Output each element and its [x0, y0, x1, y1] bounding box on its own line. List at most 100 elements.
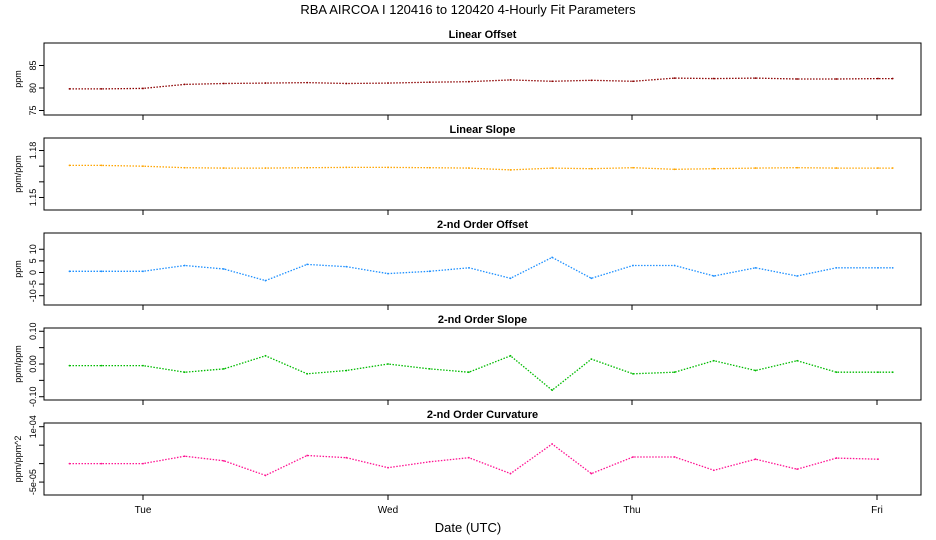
y-axis-label: ppm/ppm: [13, 155, 23, 193]
figure-title: RBA AIRCOA I 120416 to 120420 4-Hourly F…: [300, 2, 636, 17]
data-point: [509, 472, 512, 475]
data-point: [712, 275, 715, 277]
data-point: [183, 371, 186, 374]
panel-frame: [43, 232, 922, 306]
data-point: [673, 456, 676, 458]
y-tick-label: -10: [28, 289, 38, 302]
y-tick-label: 80: [28, 83, 38, 93]
data-point: [754, 369, 757, 372]
y-axis-label: ppm/ppm^2: [13, 436, 23, 483]
data-point: [835, 457, 838, 459]
data-point: [345, 369, 348, 372]
data-point: [68, 270, 71, 273]
data-point: [467, 80, 470, 83]
data-point: [835, 78, 838, 80]
panel-1: Linear Offset 75 80 85 ppm: [13, 29, 922, 120]
series-line: [69, 256, 893, 282]
data-point: [796, 468, 799, 471]
data-point: [345, 166, 348, 169]
data-point: [877, 371, 879, 374]
y-tick-label: -0.10: [28, 386, 38, 407]
data-point: [590, 472, 593, 475]
data-point: [590, 167, 593, 170]
data-point: [551, 256, 554, 259]
data-point: [222, 459, 225, 462]
data-point: [222, 268, 225, 270]
data-point: [673, 77, 676, 79]
data-point: [306, 372, 309, 375]
y-tick-label: 75: [28, 105, 38, 115]
panel-2: Linear Slope 1.15 1.18 ppm/ppm: [13, 124, 922, 215]
data-point: [509, 277, 512, 280]
data-point: [345, 456, 348, 459]
data-point: [712, 167, 715, 170]
y-axis-label: ppm: [13, 70, 23, 88]
data-point: [673, 371, 676, 374]
data-point: [428, 460, 431, 463]
data-point: [142, 87, 144, 90]
x-axis-label: Date (UTC): [435, 520, 501, 535]
data-point: [835, 167, 838, 169]
data-point: [222, 368, 225, 370]
data-point: [142, 270, 144, 273]
data-point: [306, 166, 309, 169]
y-axis-label: ppm/ppm: [13, 345, 23, 383]
data-point: [877, 458, 879, 461]
y-tick-label: 0.00: [28, 355, 38, 373]
panel-frame: [43, 422, 922, 496]
data-point: [551, 389, 554, 392]
panel-title: 2-nd Order Offset: [437, 219, 528, 231]
data-point: [428, 166, 431, 169]
shared-x-axis: Tue Wed Thu Fri: [135, 505, 883, 516]
data-point: [754, 167, 757, 169]
panel-3: 2-nd Order Offset -10-5 0 5 10 ppm: [13, 219, 922, 310]
panel-frame: [43, 327, 922, 401]
x-tick-label: Tue: [135, 505, 152, 516]
data-point: [345, 82, 348, 85]
data-point: [222, 167, 225, 169]
data-point: [551, 167, 554, 169]
y-axis-label: ppm: [13, 260, 23, 278]
data-point: [183, 83, 186, 86]
x-tick-label: Thu: [623, 505, 640, 516]
data-point: [551, 80, 554, 83]
data-point: [590, 79, 593, 82]
data-point: [796, 78, 799, 80]
panel-frame: [43, 137, 922, 211]
data-point: [142, 165, 144, 168]
data-point: [796, 275, 799, 277]
data-point: [183, 455, 186, 458]
data-point: [142, 462, 144, 465]
data-point: [632, 166, 634, 169]
y-tick-label: 10: [28, 244, 38, 254]
panel-title: 2-nd Order Curvature: [427, 409, 538, 421]
data-point: [100, 270, 103, 273]
data-point: [428, 81, 431, 84]
data-point: [632, 80, 634, 83]
data-point: [712, 469, 715, 472]
data-point: [264, 82, 267, 84]
data-point: [632, 372, 634, 375]
panel-4: 2-nd Order Slope -0.10 0.00 0.10 ppm/ppm: [13, 314, 922, 407]
data-point: [754, 458, 757, 461]
data-point: [100, 364, 103, 367]
data-point: [891, 77, 894, 80]
data-point: [428, 270, 431, 273]
data-point: [590, 358, 593, 360]
data-point: [183, 166, 186, 169]
data-point: [754, 266, 757, 269]
data-point: [891, 371, 894, 374]
series-line: [69, 355, 893, 392]
data-point: [100, 462, 103, 465]
data-point: [345, 265, 348, 268]
series-line: [69, 164, 893, 171]
data-point: [673, 264, 676, 267]
series-line: [69, 77, 893, 90]
data-point: [264, 279, 267, 282]
panel-title: Linear Offset: [449, 29, 517, 41]
data-point: [891, 266, 894, 269]
data-point: [835, 371, 838, 374]
data-point: [590, 277, 593, 280]
panel-5: 2-nd Order Curvature -5e-05 1e-04 ppm/ppm^2: [13, 409, 922, 500]
